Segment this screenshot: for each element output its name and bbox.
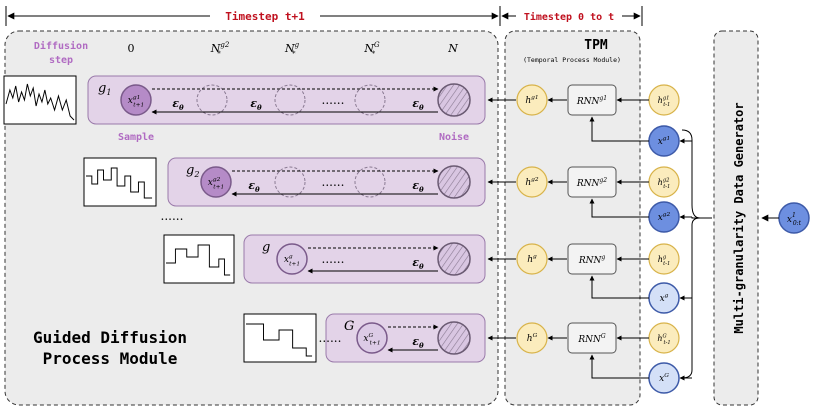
series-thumbnail bbox=[243, 313, 317, 363]
generator-container bbox=[713, 30, 759, 406]
hidden-state-node bbox=[516, 243, 548, 275]
series-line bbox=[5, 83, 75, 121]
gdpm-title-line2: Process Module bbox=[43, 349, 178, 368]
prev-hidden-label: hg1 t-1 bbox=[658, 95, 671, 108]
step-tick-0: 0 bbox=[128, 42, 135, 55]
epsilon-label: εθ bbox=[412, 335, 424, 350]
step-tick-n: N bbox=[447, 42, 458, 55]
sample-label: xG t+1 bbox=[363, 333, 380, 347]
generator-title: Multi-granularity Data Generator bbox=[732, 102, 746, 333]
input-to-rnn-arrow bbox=[589, 275, 649, 299]
hidden-state-node bbox=[516, 166, 548, 198]
input-to-rnn-arrow bbox=[589, 116, 649, 142]
epsilon-label: εθ bbox=[412, 179, 424, 194]
input-to-rnn-arrow bbox=[589, 354, 649, 379]
epsilon-label: εθ bbox=[250, 97, 262, 112]
tpm-container bbox=[504, 30, 641, 406]
rnn-label: RNNg2 bbox=[576, 177, 607, 189]
gdpm-title-line1: Guided Diffusion bbox=[33, 328, 187, 347]
noise-node bbox=[437, 242, 471, 276]
input-label: xG bbox=[659, 373, 669, 384]
rnn-label: RNNG bbox=[577, 333, 606, 345]
hidden-state-node bbox=[516, 84, 548, 116]
input-to-rnn-arrow bbox=[589, 198, 649, 218]
intermediate-node bbox=[354, 166, 386, 198]
group-label: G bbox=[344, 319, 354, 334]
noise-label-text: Noise bbox=[439, 131, 469, 143]
rnn-box bbox=[567, 84, 617, 116]
hidden-state-label: hG bbox=[527, 333, 538, 344]
steps-ellipsis: ...... bbox=[319, 331, 342, 345]
timestep-future-bar: Timestep t+1 bbox=[5, 6, 501, 26]
sample-label: xg t+1 bbox=[284, 254, 300, 268]
epsilon-label: εθ bbox=[172, 97, 184, 112]
sample-label-text: Sample bbox=[118, 132, 154, 143]
steps-ellipsis: ...... bbox=[322, 252, 345, 266]
series-thumbnail bbox=[83, 157, 157, 207]
hidden-state-label: hg1 bbox=[525, 95, 538, 106]
intermediate-node bbox=[274, 166, 306, 198]
rnn-label: RNNg1 bbox=[576, 95, 607, 107]
series-thumbnail bbox=[3, 75, 77, 125]
hidden-state-label: hg2 bbox=[525, 177, 539, 188]
epsilon-label: εθ bbox=[412, 256, 424, 271]
input-label: xg2 bbox=[658, 212, 671, 223]
sample-node bbox=[200, 166, 232, 198]
input-label: xg1 bbox=[658, 136, 671, 147]
group-label: g1 bbox=[98, 81, 111, 97]
rnn-box bbox=[567, 243, 617, 275]
epsilon-label: εθ bbox=[248, 179, 260, 194]
steps-ellipsis: ...... bbox=[322, 93, 345, 107]
sample-label: xg1 t+1 bbox=[128, 95, 144, 109]
group-label: g bbox=[262, 240, 270, 255]
rnn-label: RNNg bbox=[578, 254, 606, 266]
timestep-future-label: Timestep t+1 bbox=[225, 10, 305, 23]
sample-label: xg2 t+1 bbox=[208, 177, 224, 191]
noise-node bbox=[437, 83, 471, 117]
intermediate-node bbox=[354, 84, 386, 116]
prev-hidden-label: hg2 t-1 bbox=[658, 177, 671, 190]
timestep-past-label: Timestep 0 to t bbox=[524, 11, 614, 23]
sample-node bbox=[120, 84, 152, 116]
rnn-box bbox=[567, 322, 617, 354]
prev-hidden-label: hg t-1 bbox=[658, 254, 671, 267]
timestep-past-bar: Timestep 0 to t bbox=[501, 6, 643, 26]
sample-node bbox=[356, 322, 388, 354]
rnn-box bbox=[567, 166, 617, 198]
hidden-state-label: hg bbox=[527, 254, 537, 265]
tpm-title: TPM bbox=[584, 38, 608, 53]
series-line bbox=[86, 167, 153, 199]
sample-node bbox=[276, 243, 308, 275]
epsilon-label: εθ bbox=[412, 97, 424, 112]
row-ellipsis: ...... bbox=[161, 209, 184, 223]
intermediate-node bbox=[274, 84, 306, 116]
group-label: g2 bbox=[186, 163, 199, 179]
generator-fanout bbox=[681, 129, 712, 379]
prev-hidden-label: hG t-1 bbox=[657, 333, 670, 346]
tpm-subtitle: (Temporal Process Module) bbox=[523, 56, 621, 64]
steps-ellipsis: ...... bbox=[322, 175, 345, 189]
noise-node bbox=[437, 321, 471, 355]
intermediate-node bbox=[196, 84, 228, 116]
hidden-state-node bbox=[516, 322, 548, 354]
series-line bbox=[246, 323, 313, 357]
noise-node bbox=[437, 165, 471, 199]
diffusion-step-label: Diffusion step bbox=[34, 40, 88, 66]
input-label: xg bbox=[660, 293, 669, 304]
series-line bbox=[166, 244, 231, 276]
